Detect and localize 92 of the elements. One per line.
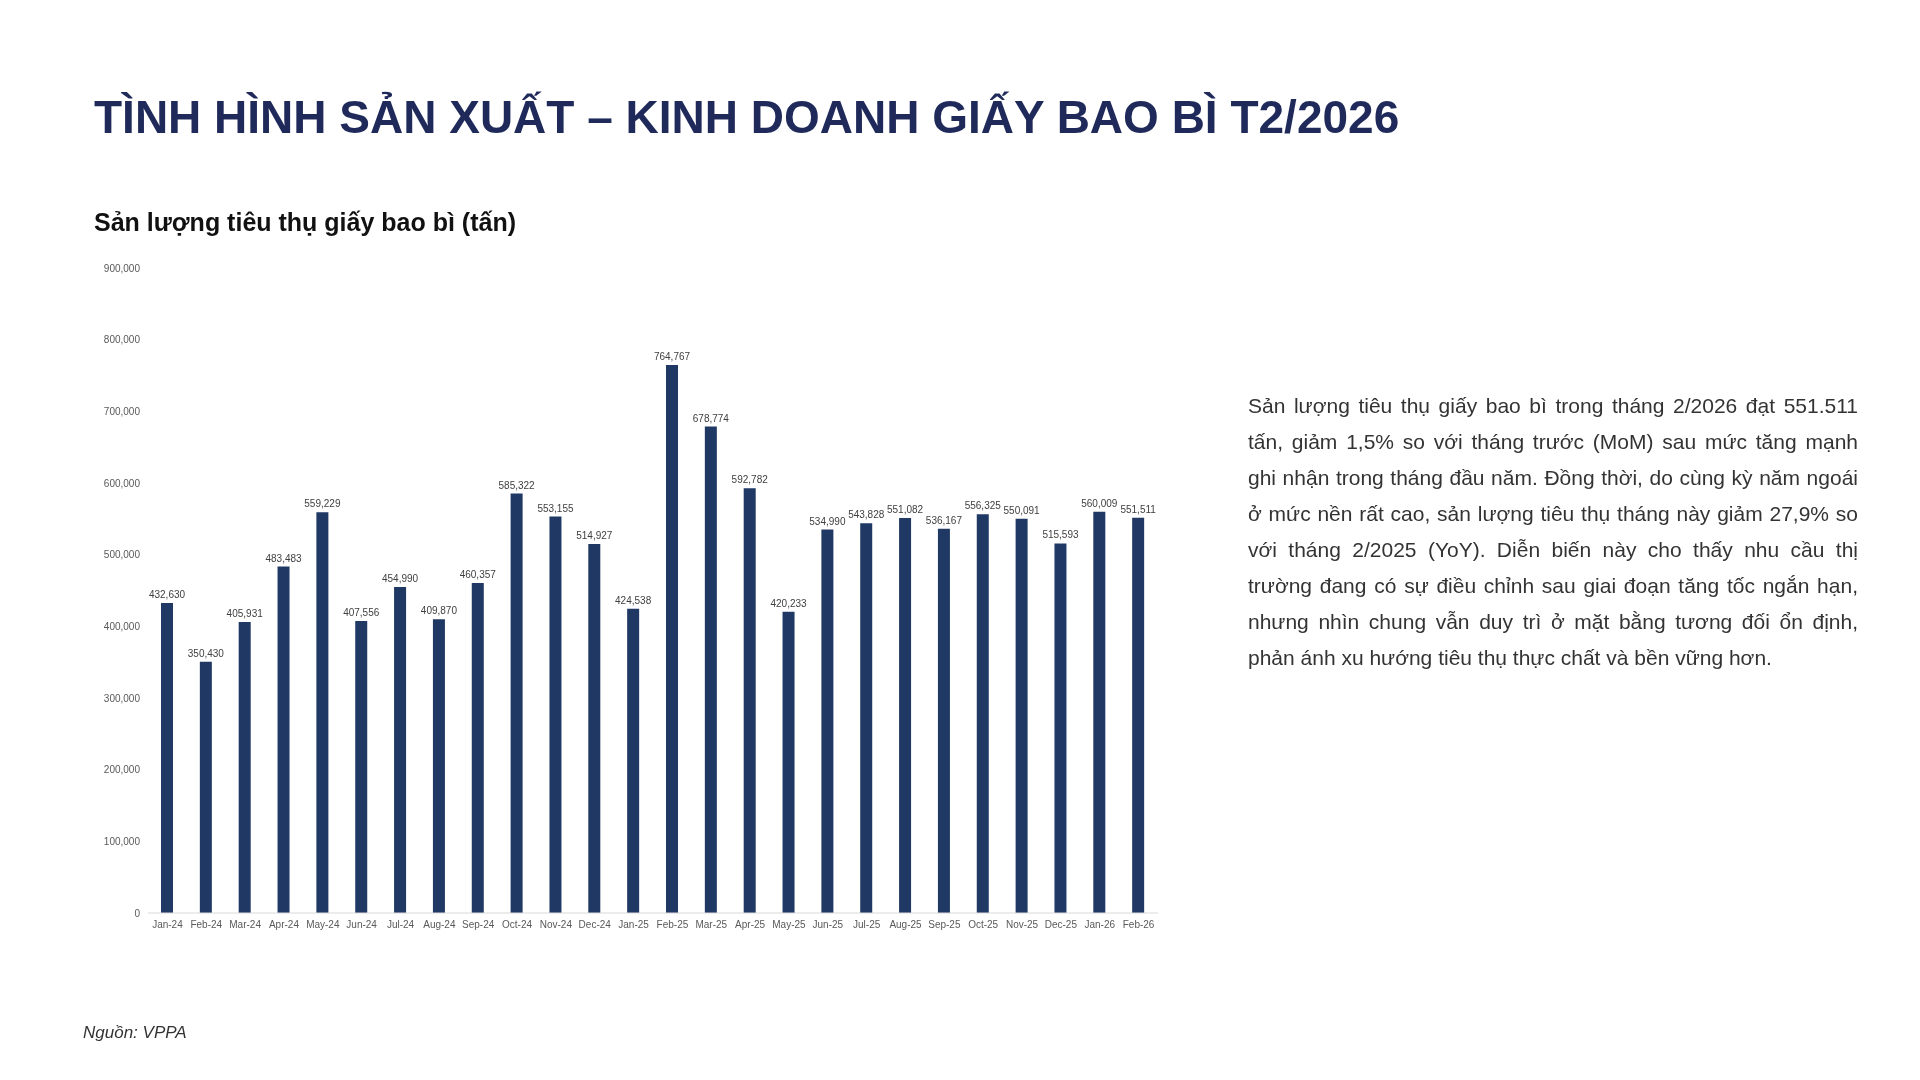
x-tick-label: Apr-25 [735,919,766,931]
x-tick-label: Oct-25 [968,919,999,931]
x-tick-label: Feb-24 [190,919,223,931]
data-label: 420,233 [770,597,808,609]
bar [316,512,329,913]
bar [394,586,407,913]
data-label: 553,155 [537,502,574,514]
y-tick-label: 100,000 [103,835,141,847]
bar [743,488,756,913]
data-label: 585,322 [498,479,536,491]
x-tick-label: Sep-25 [928,919,961,931]
data-label: 592,782 [731,474,769,486]
bar [1054,543,1067,913]
data-label: 424,538 [615,594,652,606]
y-tick-label: 700,000 [103,405,141,417]
data-label: 514,927 [576,529,613,541]
x-tick-label: May-24 [306,919,340,931]
bar [666,364,678,913]
x-tick-label: Jan-24 [152,919,184,931]
bar [199,661,212,913]
bar [588,543,601,913]
y-tick-label: 400,000 [103,620,141,632]
data-label: 407,556 [343,606,380,618]
y-tick-label: 300,000 [103,692,141,704]
data-label: 534,990 [809,515,846,527]
data-label: 350,430 [187,647,225,659]
bar [510,493,523,913]
y-tick-label: 0 [134,907,141,919]
chart-title: TÌNH HÌNH SẢN XUẤT – KINH DOANH GIẤY BAO BÌ T2/2026 [94,90,1400,144]
bar [238,622,251,913]
bar [860,523,873,913]
y-tick-label: 600,000 [103,477,141,489]
bar [1093,511,1106,913]
x-tick-label: Nov-24 [539,919,573,931]
bar [899,518,912,913]
chart-subtitle: Sản lượng tiêu thụ giấy bao bì (tấn) [94,208,516,237]
y-tick-label: 800,000 [103,334,141,346]
bar [432,619,445,913]
x-tick-label: Feb-25 [656,919,689,931]
x-tick-label: Jan-26 [1084,919,1116,931]
data-label: 409,870 [420,605,458,617]
data-label: 515,593 [1042,529,1079,541]
data-label: 483,483 [265,552,303,564]
data-label: 536,167 [925,514,963,526]
data-label: 405,931 [226,608,264,620]
data-label: 559,229 [304,498,341,510]
x-tick-label: Oct-24 [502,919,533,931]
bar [277,566,290,913]
data-label: 556,325 [964,500,1002,512]
x-tick-label: Aug-24 [423,919,456,931]
y-tick-label: 500,000 [103,549,141,561]
bar [1015,518,1028,913]
data-label: 551,082 [887,504,924,516]
data-label: 560,009 [1081,497,1118,509]
data-label: 543,828 [848,509,885,521]
bar [549,516,562,913]
bar [821,529,834,913]
bar [1132,517,1145,913]
x-tick-label: Jun-25 [812,919,844,931]
data-label: 764,767 [653,350,691,362]
x-tick-label: Aug-25 [889,919,923,931]
y-tick-label: 200,000 [103,764,141,776]
data-label: 432,630 [148,588,186,600]
x-tick-label: Jul-24 [386,919,415,931]
x-tick-label: Jul-25 [853,919,881,931]
x-tick-label: Jun-24 [346,919,378,931]
x-tick-label: Dec-24 [578,919,612,931]
data-label: 550,091 [1003,504,1041,516]
y-tick-label: 900,000 [103,262,141,274]
x-tick-label: May-25 [772,919,807,931]
bar [976,514,989,913]
data-label: 454,990 [382,572,419,584]
x-tick-label: Nov-25 [1005,919,1039,931]
x-tick-label: Dec-25 [1044,919,1078,931]
bar [161,602,173,913]
x-tick-label: Sep-24 [462,919,495,931]
text: Nguồn: VPPA [83,1023,187,1043]
data-label: 678,774 [692,412,730,424]
bar [782,611,795,913]
x-tick-label: Apr-24 [268,919,300,931]
x-tick-label: Mar-25 [695,919,728,931]
text: Sản lượng tiêu thụ giấy bao bì trong tháng 2/2026 đạt 551.511 tấn, giảm 1,5% so với tháng trước (MoM) sau mức tăng mạnh ghi nhận trong tháng đầu năm. Đồng thời, do cùng kỳ năm ngoái ở mức nền rất cao, sản lượng tiêu thụ tháng này giảm 27,9% so với tháng 2/2025 (YoY). Diễn biến này cho thấy nhu cầu thị trường đang có sự điều chỉnh sau giai đoạn tăng tốc ngắn hạn, nhưng nhìn chung vẫn duy trì ở mặt bằng tương đối ổn định, phản ánh xu hướng tiêu thụ thực chất và bền vững hơn. [1248,393,1858,671]
bar [471,583,484,913]
bar [627,608,640,913]
data-label: 460,357 [459,569,497,581]
bar [704,426,717,913]
x-tick-label: Mar-24 [229,919,262,931]
bar [355,620,368,913]
x-tick-label: Feb-26 [1122,919,1155,931]
bar [937,528,950,913]
x-tick-label: Jan-25 [618,919,650,931]
data-label: 551,511 [1120,503,1157,515]
